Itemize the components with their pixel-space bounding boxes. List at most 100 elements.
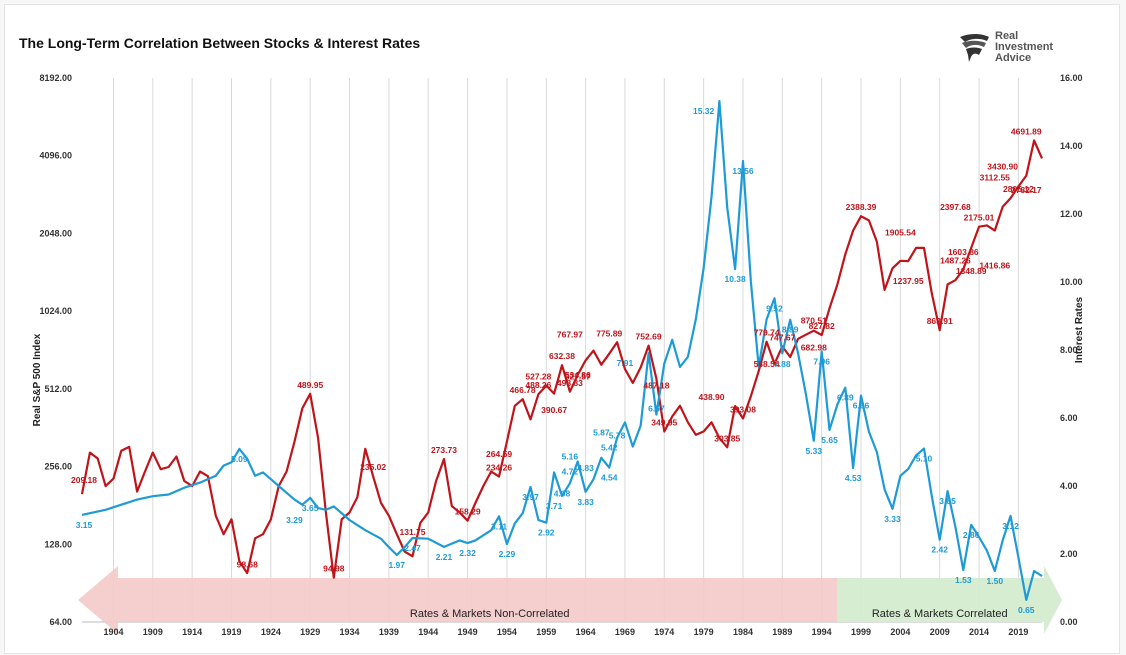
rate-data-label: 0.65	[1018, 605, 1035, 615]
rate-data-label: 4.54	[601, 473, 618, 483]
rate-data-label: 7.91	[617, 358, 634, 368]
x-tick-label: 1919	[221, 627, 241, 637]
x-tick-label: 1904	[103, 627, 123, 637]
rate-data-label: 1.53	[955, 575, 972, 585]
x-tick-label: 1934	[340, 627, 360, 637]
sp500-data-label: 303.85	[714, 433, 740, 443]
sp500-data-label: 235.02	[360, 462, 386, 472]
x-tick-label: 1964	[576, 627, 596, 637]
sp500-data-label: 488.26	[525, 380, 551, 390]
sp500-data-label: 158.29	[455, 506, 481, 516]
chart-title: The Long-Term Correlation Between Stocks…	[19, 35, 421, 51]
data-labels: 209.18 489.95 98.68 94.98 235.02 273.73 131.75…	[71, 106, 1042, 615]
x-tick-label: 1939	[379, 627, 399, 637]
rate-data-label: 2.42	[931, 545, 948, 555]
sp500-data-label: 2397.68	[940, 202, 971, 212]
rate-data-label: 6.66	[853, 401, 870, 411]
x-tick-label: 1979	[694, 627, 714, 637]
y2-tick-label: 6.00	[1060, 413, 1078, 423]
sp500-data-label: 487.18	[643, 380, 669, 390]
rate-data-label: 15.32	[693, 106, 715, 116]
y-tick-label: 256.00	[44, 462, 72, 472]
rate-data-label: 6.89	[837, 393, 854, 403]
rate-data-label: 5.65	[821, 435, 838, 445]
rate-data-label: 5.42	[601, 443, 618, 453]
rate-data-label: 1.97	[388, 560, 405, 570]
sp500-data-label: 489.95	[297, 380, 323, 390]
rate-data-label: 13.56	[732, 166, 754, 176]
rate-data-label: 1.50	[987, 576, 1004, 586]
sp500-data-label: 1487.26	[940, 255, 971, 265]
x-tick-label: 1974	[654, 627, 674, 637]
sp500-data-label: 767.97	[557, 329, 583, 339]
x-tick-label: 1949	[458, 627, 478, 637]
sp500-data-label: 1348.89	[956, 266, 987, 276]
grid	[82, 78, 1042, 623]
x-tick-label: 2004	[890, 627, 910, 637]
x-tick-label: 1994	[812, 627, 832, 637]
sp500-data-label: 438.90	[699, 392, 725, 402]
annotation-non-correlated: Rates & Markets Non-Correlated	[410, 608, 570, 620]
sp500-data-label: 870.51	[801, 315, 827, 325]
sp500-line	[80, 139, 1044, 579]
sp500-data-label: 2805.12	[1003, 184, 1034, 194]
sp500-data-label: 466.78	[510, 385, 536, 395]
logo-line: Advice	[995, 52, 1032, 64]
left-arrow-band	[78, 566, 838, 634]
rate-data-label: 2.29	[499, 549, 516, 559]
y2-axis-title: Interest Rates	[1074, 296, 1085, 363]
rate-data-label: 3.11	[491, 521, 507, 531]
x-tick-label: 2009	[930, 627, 950, 637]
x-tick-label: 1969	[615, 627, 635, 637]
sp500-data-label: 1237.95	[893, 276, 924, 286]
x-tick-label: 1954	[497, 627, 517, 637]
sp500-data-label: 682.98	[801, 343, 827, 353]
rate-data-label: 9.52	[766, 303, 783, 313]
rate-data-label: 5.33	[806, 446, 823, 456]
eagle-logo-icon	[960, 34, 989, 62]
y2-tick-label: 16.00	[1060, 73, 1083, 83]
rate-data-label: 2.47	[404, 543, 421, 553]
rate-data-label: 7.96	[813, 356, 830, 366]
y-tick-label: 512.00	[44, 384, 72, 394]
x-tick-label: 2019	[1008, 627, 1028, 637]
right-arrow-band	[837, 566, 1062, 634]
sp500-data-label: 2388.39	[846, 202, 877, 212]
y2-tick-label: 10.00	[1060, 277, 1083, 287]
rate-data-label: 5.10	[916, 454, 933, 464]
y-axis-title: Real S&P 500 Index	[32, 333, 43, 426]
rate-data-label: 4.83	[577, 463, 594, 473]
sp500-data-label: 747.67	[769, 332, 795, 342]
sp500-data-label: 527.28	[525, 372, 551, 382]
rate-data-label: 5.09	[231, 454, 248, 464]
y-tick-label: 4096.00	[39, 151, 72, 161]
x-tick-label: 1959	[536, 627, 556, 637]
rate-data-label: 5.16	[562, 452, 579, 462]
y2-tick-label: 2.00	[1060, 549, 1078, 559]
sp500-data-label: 1905.54	[885, 228, 916, 238]
correlation-band: Rates & Markets Non-Correlated Rates & Ma…	[78, 566, 1062, 634]
rate-data-label: 5.78	[609, 430, 626, 440]
logo-text: Real Investment Advice	[995, 31, 1053, 64]
rate-data-label: 4.08	[554, 488, 571, 498]
rate-data-label: 8.89	[782, 325, 799, 335]
sp500-data-label: 349.95	[651, 418, 677, 428]
rate-data-label: 3.33	[884, 514, 901, 524]
rate-data-label: 2.92	[538, 528, 555, 538]
rate-data-label: 3.71	[546, 501, 563, 511]
sp500-data-label: 1603.86	[948, 247, 979, 257]
sp500-data-label: 273.73	[431, 445, 457, 455]
sp500-data-label: 234.26	[486, 463, 512, 473]
sp500-data-label: 588.54	[754, 359, 780, 369]
rate-data-label: 6.57	[648, 404, 665, 414]
y2-tick-label: 8.00	[1060, 345, 1078, 355]
sp500-data-label: 827.82	[809, 321, 835, 331]
logo-line: Investment	[995, 41, 1054, 53]
rate-data-label: 3.15	[76, 520, 93, 530]
series-group	[80, 100, 1044, 601]
sp500-data-label: 752.69	[636, 332, 662, 342]
sp500-data-label: 3112.55	[980, 172, 1011, 182]
sp500-data-label: 1416.86	[979, 261, 1010, 271]
sp500-data-label: 4691.89	[1011, 126, 1042, 136]
